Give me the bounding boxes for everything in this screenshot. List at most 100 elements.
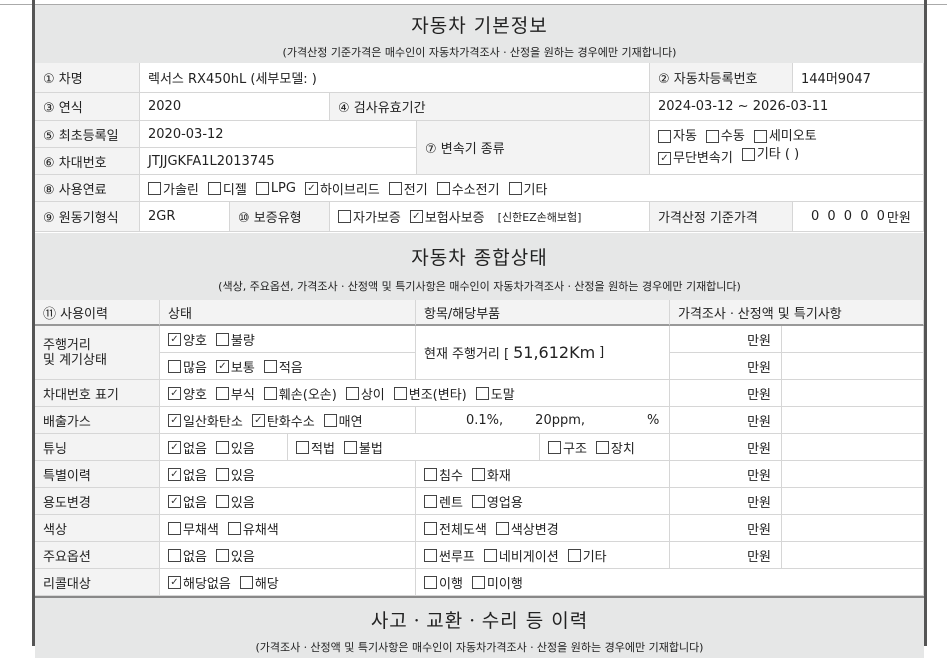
checkbox-option[interactable]: 기타	[567, 546, 607, 565]
checkbox-option[interactable]: 변조(변타)	[393, 384, 467, 403]
checkbox-option[interactable]: 많음	[168, 357, 207, 376]
checkbox-option[interactable]: 보통	[215, 357, 255, 376]
checkbox-option[interactable]: 미이행	[471, 573, 523, 592]
checkbox[interactable]	[705, 130, 719, 143]
checkbox-option[interactable]: 수동	[705, 129, 745, 144]
checkbox[interactable]	[741, 148, 755, 161]
checkbox[interactable]	[424, 548, 437, 562]
checkbox[interactable]	[168, 548, 181, 562]
checkbox[interactable]	[168, 521, 181, 535]
checkbox-option[interactable]: 없음	[168, 465, 207, 484]
checkbox[interactable]	[595, 440, 609, 454]
checkbox[interactable]	[495, 521, 509, 535]
checkbox-option[interactable]: 전체도색	[424, 519, 487, 538]
checkbox-option[interactable]: 부식	[215, 384, 255, 403]
checkbox-option[interactable]: 상이	[345, 384, 385, 403]
checkbox[interactable]	[168, 386, 181, 400]
checkbox[interactable]	[388, 181, 402, 195]
checkbox[interactable]	[475, 386, 489, 400]
checkbox-option[interactable]: 훼손(오손)	[263, 384, 337, 403]
checkbox-option[interactable]: 있음	[215, 546, 255, 565]
checkbox[interactable]	[168, 575, 181, 589]
checkbox-option[interactable]: 화재	[471, 465, 511, 484]
checkbox-option[interactable]: 불량	[215, 330, 255, 349]
checkbox[interactable]	[296, 440, 309, 454]
checkbox[interactable]	[215, 359, 229, 373]
checkbox-option[interactable]: 탄화수소	[251, 411, 315, 430]
checkbox-option[interactable]: 있음	[215, 492, 255, 511]
checkbox-option[interactable]: 색상변경	[495, 519, 559, 538]
checkbox[interactable]	[753, 130, 767, 143]
checkbox[interactable]	[168, 440, 181, 454]
checkbox-option[interactable]: 전기	[388, 179, 428, 198]
checkbox-option[interactable]: 구조	[548, 438, 587, 457]
checkbox-option[interactable]: 해당없음	[168, 573, 231, 592]
checkbox[interactable]	[409, 210, 423, 223]
checkbox-option[interactable]: 매연	[323, 411, 363, 430]
checkbox[interactable]	[424, 494, 437, 508]
checkbox[interactable]	[338, 210, 351, 223]
checkbox[interactable]	[168, 359, 181, 373]
checkbox[interactable]	[508, 181, 522, 195]
checkbox[interactable]	[345, 386, 359, 400]
checkbox[interactable]	[215, 386, 229, 400]
checkbox[interactable]	[436, 181, 450, 195]
checkbox-option[interactable]: 하이브리드	[304, 179, 380, 198]
checkbox-option[interactable]: 렌트	[424, 492, 463, 511]
checkbox-option[interactable]: 세미오토	[753, 129, 817, 144]
checkbox[interactable]	[393, 386, 407, 400]
checkbox[interactable]	[343, 440, 357, 454]
checkbox-option[interactable]: 자동	[658, 129, 697, 144]
checkbox[interactable]	[215, 494, 229, 508]
checkbox-option[interactable]: 수소전기	[436, 179, 500, 198]
checkbox[interactable]	[148, 181, 161, 195]
checkbox-option[interactable]: 적음	[263, 357, 303, 376]
checkbox-option[interactable]: 네비게이션	[483, 546, 559, 565]
checkbox-option[interactable]: 적법	[296, 438, 335, 457]
checkbox-option[interactable]: 장치	[595, 438, 635, 457]
checkbox-option[interactable]: 없음	[168, 546, 207, 565]
checkbox-option[interactable]: 기타	[508, 179, 547, 198]
checkbox[interactable]	[263, 386, 277, 400]
checkbox[interactable]	[658, 152, 671, 165]
checkbox[interactable]	[168, 467, 181, 481]
checkbox-option[interactable]: 불법	[343, 438, 383, 457]
checkbox[interactable]	[658, 130, 671, 143]
checkbox-option[interactable]: 침수	[424, 465, 463, 484]
checkbox-option[interactable]: 자가보증	[338, 207, 401, 226]
checkbox[interactable]	[471, 494, 485, 508]
checkbox-option[interactable]: 이행	[424, 573, 463, 592]
checkbox[interactable]	[215, 467, 229, 481]
checkbox[interactable]	[263, 359, 277, 373]
checkbox-option[interactable]: 무단변속기	[658, 151, 733, 166]
checkbox-option[interactable]: 영업용	[471, 492, 523, 511]
checkbox[interactable]	[304, 181, 318, 195]
checkbox[interactable]	[548, 440, 561, 454]
checkbox-option[interactable]: 디젤	[207, 179, 247, 198]
checkbox[interactable]	[424, 521, 437, 535]
checkbox[interactable]	[483, 548, 497, 562]
checkbox-option[interactable]: 기타 ( )	[741, 147, 799, 162]
checkbox-option[interactable]: 도말	[475, 384, 515, 403]
checkbox[interactable]	[227, 521, 241, 535]
checkbox[interactable]	[168, 494, 181, 508]
checkbox[interactable]	[424, 467, 437, 481]
checkbox[interactable]	[323, 413, 337, 427]
checkbox[interactable]	[215, 548, 229, 562]
checkbox-option[interactable]: 양호	[168, 330, 207, 349]
checkbox-option[interactable]: 유채색	[227, 519, 279, 538]
checkbox-option[interactable]: 가솔린	[148, 179, 199, 198]
checkbox[interactable]	[251, 413, 265, 427]
checkbox-option[interactable]: 해당	[239, 573, 279, 592]
checkbox[interactable]	[215, 440, 229, 454]
checkbox-option[interactable]: 없음	[168, 492, 207, 511]
checkbox-option[interactable]: 보험사보증	[409, 207, 485, 226]
checkbox-option[interactable]: 있음	[215, 465, 255, 484]
checkbox-option[interactable]: 있음	[215, 438, 255, 457]
checkbox-option[interactable]: 양호	[168, 384, 207, 403]
checkbox-option[interactable]: 썬루프	[424, 546, 475, 565]
checkbox[interactable]	[207, 181, 221, 195]
checkbox[interactable]	[567, 548, 581, 562]
checkbox[interactable]	[239, 575, 253, 589]
checkbox-option[interactable]: 일산화탄소	[168, 411, 243, 430]
